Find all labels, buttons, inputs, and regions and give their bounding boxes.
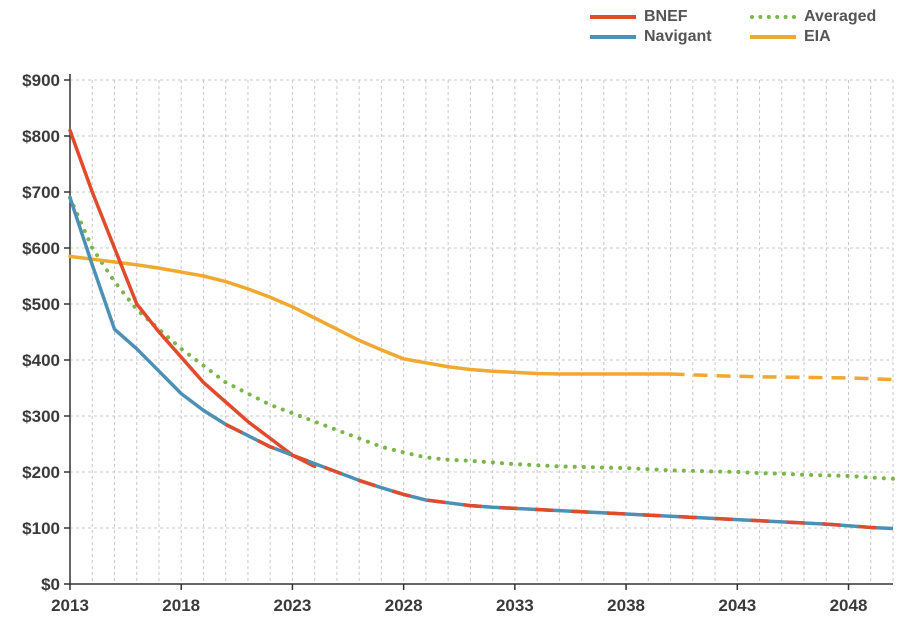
series-line-projected-bnef-navigant	[224, 422, 894, 531]
legend-label-averaged: Averaged	[804, 8, 877, 25]
series-line-eia-projected	[670, 372, 894, 382]
x-tick-label: 2028	[385, 596, 423, 615]
legend-swatch-navigant	[590, 35, 636, 39]
y-tick-label: $500	[22, 295, 60, 314]
y-tick-label: $400	[22, 351, 60, 370]
legend-swatch-averaged	[750, 15, 796, 19]
x-tick-label: 2038	[607, 596, 645, 615]
y-tick-label: $800	[22, 127, 60, 146]
series-line-averaged	[68, 195, 895, 481]
legend-item-eia: EIA	[750, 28, 831, 46]
legend-label-bnef: BNEF	[644, 8, 688, 25]
legend-swatch-bnef	[590, 15, 636, 19]
x-tick-label: 2018	[162, 596, 200, 615]
series-line-navigant	[68, 195, 228, 427]
x-tick-label: 2043	[718, 596, 756, 615]
legend-label-eia: EIA	[804, 28, 831, 45]
x-tick-label: 2013	[51, 596, 89, 615]
y-tick-label: $200	[22, 463, 60, 482]
x-tick-label: 2033	[496, 596, 534, 615]
y-tick-label: $700	[22, 183, 60, 202]
legend-swatch-eia	[750, 35, 796, 39]
y-tick-label: $300	[22, 407, 60, 426]
y-tick-label: $100	[22, 519, 60, 538]
legend-item-averaged: Averaged	[750, 8, 876, 26]
legend-item-bnef: BNEF	[590, 8, 688, 26]
x-tick-label: 2023	[274, 596, 312, 615]
chart-legend: BNEF Averaged Navigant EIA	[590, 6, 900, 50]
series-line-eia	[68, 254, 673, 376]
legend-label-navigant: Navigant	[644, 28, 712, 45]
y-tick-label: $0	[41, 575, 60, 594]
x-tick-label: 2048	[830, 596, 868, 615]
y-tick-label: $900	[22, 71, 60, 90]
y-tick-label: $600	[22, 239, 60, 258]
series-line-bnef	[68, 128, 317, 469]
legend-item-navigant: Navigant	[590, 28, 712, 46]
